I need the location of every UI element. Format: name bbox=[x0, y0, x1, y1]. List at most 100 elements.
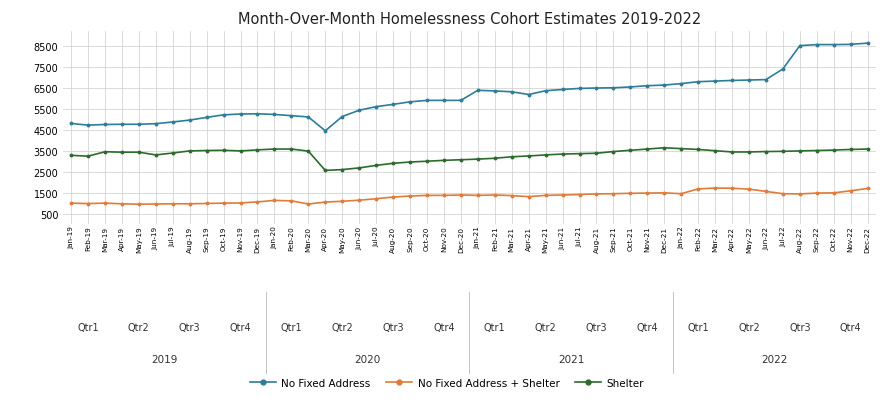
No Fixed Address + Shelter bbox=[286, 199, 297, 204]
Shelter bbox=[829, 148, 839, 153]
Shelter bbox=[167, 151, 178, 156]
No Fixed Address + Shelter bbox=[625, 191, 636, 196]
No Fixed Address bbox=[303, 115, 314, 120]
No Fixed Address + Shelter bbox=[439, 194, 450, 198]
No Fixed Address bbox=[761, 78, 772, 83]
No Fixed Address + Shelter bbox=[846, 189, 856, 194]
Shelter bbox=[472, 157, 483, 162]
No Fixed Address + Shelter bbox=[184, 202, 195, 207]
Shelter bbox=[557, 152, 568, 157]
Text: 2020: 2020 bbox=[355, 354, 381, 364]
Shelter bbox=[201, 149, 212, 154]
Shelter bbox=[642, 147, 653, 152]
Shelter bbox=[405, 160, 416, 165]
No Fixed Address bbox=[456, 99, 467, 103]
Shelter bbox=[744, 150, 755, 155]
No Fixed Address + Shelter bbox=[574, 192, 585, 197]
Text: 2021: 2021 bbox=[558, 354, 585, 364]
No Fixed Address bbox=[201, 115, 212, 120]
Shelter bbox=[574, 152, 585, 157]
No Fixed Address bbox=[116, 123, 127, 128]
Text: Qtr1: Qtr1 bbox=[281, 322, 302, 332]
No Fixed Address + Shelter bbox=[778, 192, 789, 196]
No Fixed Address bbox=[99, 123, 110, 128]
No Fixed Address bbox=[625, 85, 636, 90]
No Fixed Address bbox=[727, 79, 738, 84]
No Fixed Address + Shelter bbox=[642, 191, 653, 196]
Shelter bbox=[82, 154, 93, 159]
No Fixed Address bbox=[778, 67, 789, 72]
No Fixed Address + Shelter bbox=[456, 193, 467, 198]
Text: Qtr3: Qtr3 bbox=[789, 322, 811, 332]
No Fixed Address + Shelter bbox=[795, 192, 805, 197]
Shelter bbox=[812, 149, 822, 154]
No Fixed Address bbox=[506, 90, 517, 95]
No Fixed Address bbox=[235, 112, 246, 117]
Shelter bbox=[710, 149, 721, 154]
No Fixed Address bbox=[472, 89, 483, 93]
No Fixed Address bbox=[574, 87, 585, 91]
Shelter bbox=[65, 154, 76, 158]
No Fixed Address bbox=[422, 99, 433, 103]
No Fixed Address bbox=[371, 105, 382, 110]
No Fixed Address + Shelter bbox=[659, 191, 670, 196]
Shelter bbox=[489, 156, 500, 161]
Line: No Fixed Address: No Fixed Address bbox=[69, 42, 870, 134]
Text: Qtr4: Qtr4 bbox=[230, 322, 251, 332]
Shelter bbox=[320, 168, 331, 173]
Shelter bbox=[99, 150, 110, 155]
No Fixed Address bbox=[676, 82, 687, 87]
No Fixed Address + Shelter bbox=[523, 195, 534, 200]
Shelter bbox=[303, 149, 314, 154]
Text: Qtr3: Qtr3 bbox=[383, 322, 404, 332]
No Fixed Address bbox=[82, 124, 93, 128]
No Fixed Address + Shelter bbox=[269, 198, 280, 203]
No Fixed Address + Shelter bbox=[371, 197, 382, 202]
Shelter bbox=[184, 149, 195, 154]
Shelter bbox=[795, 149, 805, 154]
No Fixed Address + Shelter bbox=[676, 192, 687, 196]
Shelter bbox=[523, 154, 534, 159]
Text: Qtr2: Qtr2 bbox=[128, 322, 149, 332]
No Fixed Address bbox=[608, 86, 619, 91]
Shelter bbox=[286, 147, 297, 152]
No Fixed Address + Shelter bbox=[591, 192, 602, 197]
No Fixed Address + Shelter bbox=[116, 202, 127, 207]
No Fixed Address + Shelter bbox=[744, 187, 755, 192]
No Fixed Address bbox=[65, 122, 76, 127]
No Fixed Address + Shelter bbox=[761, 190, 772, 194]
No Fixed Address + Shelter bbox=[608, 192, 619, 196]
Line: Shelter: Shelter bbox=[69, 146, 870, 173]
No Fixed Address bbox=[167, 120, 178, 125]
No Fixed Address + Shelter bbox=[337, 199, 348, 204]
Shelter bbox=[693, 148, 704, 152]
Text: Qtr2: Qtr2 bbox=[738, 322, 760, 332]
No Fixed Address + Shelter bbox=[201, 202, 212, 207]
No Fixed Address bbox=[252, 112, 263, 117]
No Fixed Address bbox=[846, 43, 856, 48]
No Fixed Address bbox=[286, 114, 297, 119]
Shelter bbox=[439, 158, 450, 163]
No Fixed Address + Shelter bbox=[506, 194, 517, 198]
Shelter bbox=[846, 148, 856, 152]
Text: Qtr4: Qtr4 bbox=[433, 322, 455, 332]
No Fixed Address bbox=[388, 103, 399, 107]
No Fixed Address + Shelter bbox=[82, 202, 93, 207]
Shelter bbox=[252, 148, 263, 153]
Text: Qtr4: Qtr4 bbox=[637, 322, 658, 332]
Shelter bbox=[354, 166, 365, 171]
Text: Qtr4: Qtr4 bbox=[839, 322, 862, 332]
No Fixed Address bbox=[829, 43, 839, 48]
No Fixed Address bbox=[523, 93, 534, 98]
No Fixed Address + Shelter bbox=[863, 186, 873, 191]
Text: Qtr3: Qtr3 bbox=[179, 322, 200, 332]
No Fixed Address bbox=[557, 88, 568, 93]
Shelter bbox=[608, 150, 619, 154]
No Fixed Address + Shelter bbox=[167, 202, 178, 207]
No Fixed Address + Shelter bbox=[540, 194, 551, 198]
No Fixed Address bbox=[591, 86, 602, 91]
Shelter bbox=[133, 150, 144, 155]
No Fixed Address + Shelter bbox=[133, 202, 144, 207]
Legend: No Fixed Address, No Fixed Address + Shelter, Shelter: No Fixed Address, No Fixed Address + She… bbox=[246, 373, 648, 392]
Text: 2019: 2019 bbox=[151, 354, 178, 364]
